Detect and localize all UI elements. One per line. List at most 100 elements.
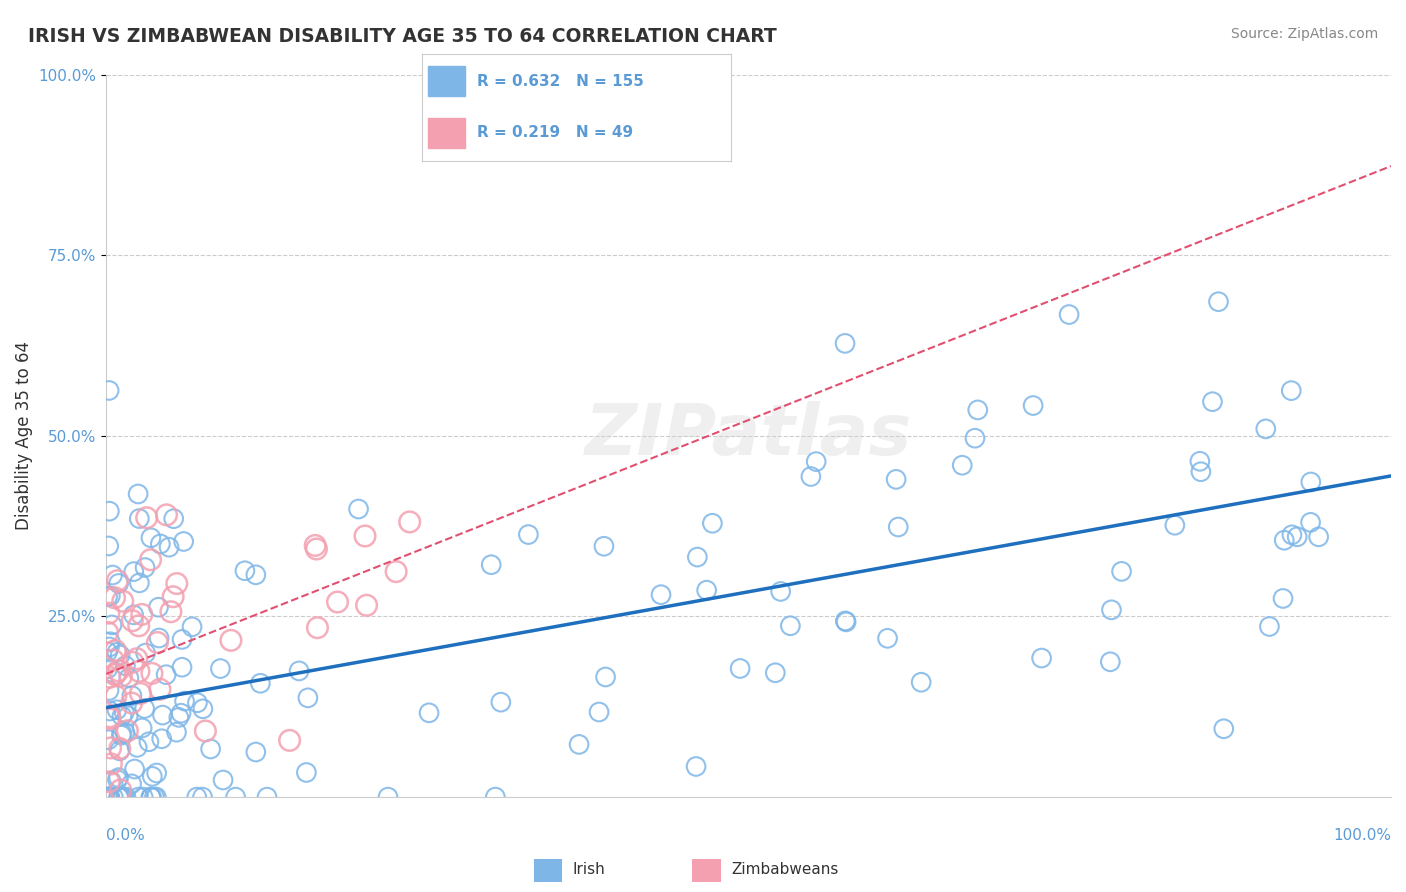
Point (966, 403, 988, 417)
Point (134, 701, 156, 715)
Point (98, 704, 121, 718)
Point (98, 774, 121, 789)
Point (834, 336, 856, 351)
Point (107, 772, 129, 787)
Point (97, 625, 120, 640)
Point (97, 645, 120, 659)
Point (186, 696, 208, 710)
Point (110, 790, 132, 805)
Point (347, 502, 370, 516)
Point (170, 706, 193, 721)
Point (139, 790, 162, 805)
Point (135, 510, 157, 524)
Point (128, 665, 150, 679)
Point (103, 591, 125, 605)
Point (288, 664, 311, 678)
Point (1281, 528, 1303, 542)
Point (1099, 655, 1122, 669)
Point (131, 721, 153, 735)
Point (173, 694, 195, 708)
Point (685, 759, 707, 773)
Point (97, 732, 120, 747)
Point (103, 653, 125, 667)
Point (1189, 465, 1212, 479)
FancyBboxPatch shape (427, 118, 465, 148)
Point (104, 667, 127, 681)
Point (149, 682, 172, 697)
Point (702, 516, 724, 531)
Point (98, 384, 121, 398)
Point (121, 696, 143, 710)
Point (141, 790, 163, 805)
Point (163, 511, 186, 525)
Point (104, 666, 127, 681)
Point (110, 669, 132, 683)
Point (97, 590, 120, 604)
Point (1208, 294, 1230, 309)
Point (98, 712, 121, 726)
FancyBboxPatch shape (534, 859, 562, 882)
Point (108, 790, 131, 805)
Point (121, 656, 143, 670)
Point (1299, 516, 1322, 530)
Point (98, 790, 121, 805)
Point (696, 583, 718, 598)
Text: 100.0%: 100.0% (1333, 829, 1391, 844)
Point (105, 703, 128, 717)
Point (233, 564, 256, 578)
Point (121, 777, 143, 791)
Point (112, 706, 135, 720)
Point (356, 599, 378, 613)
Text: 0.0%: 0.0% (107, 829, 145, 844)
Point (305, 541, 328, 556)
Point (1286, 530, 1309, 544)
Point (1057, 308, 1080, 322)
Point (118, 671, 141, 685)
Point (111, 594, 134, 608)
Point (108, 741, 131, 756)
Point (98, 670, 121, 684)
Point (155, 667, 177, 681)
Point (114, 658, 136, 673)
Point (114, 725, 136, 739)
Point (98, 640, 121, 654)
Point (149, 537, 172, 551)
Point (97, 790, 120, 805)
Point (139, 790, 162, 805)
Point (1308, 530, 1330, 544)
Point (115, 790, 138, 805)
Point (1022, 399, 1045, 413)
Point (1279, 384, 1302, 398)
Point (593, 539, 616, 553)
Point (100, 756, 122, 771)
Point (186, 790, 208, 805)
Point (963, 431, 986, 445)
Point (1212, 722, 1234, 736)
Point (98, 683, 121, 698)
Point (132, 790, 155, 805)
Point (141, 769, 163, 783)
Point (307, 621, 329, 635)
Point (107, 771, 129, 785)
Point (354, 529, 377, 543)
Point (166, 576, 188, 591)
Point (97, 606, 120, 620)
Point (112, 790, 135, 805)
Point (108, 648, 131, 662)
Text: R = 0.632   N = 155: R = 0.632 N = 155 (478, 74, 644, 89)
Point (141, 666, 163, 681)
Point (910, 675, 932, 690)
Point (588, 705, 610, 719)
Point (121, 614, 143, 628)
Point (97, 539, 120, 553)
Point (128, 575, 150, 590)
Point (1299, 475, 1322, 489)
Point (167, 710, 190, 724)
Point (1031, 651, 1053, 665)
Point (295, 765, 318, 780)
Point (191, 790, 214, 805)
Point (111, 709, 134, 723)
Point (117, 723, 139, 738)
Point (101, 568, 124, 582)
FancyBboxPatch shape (692, 859, 721, 882)
